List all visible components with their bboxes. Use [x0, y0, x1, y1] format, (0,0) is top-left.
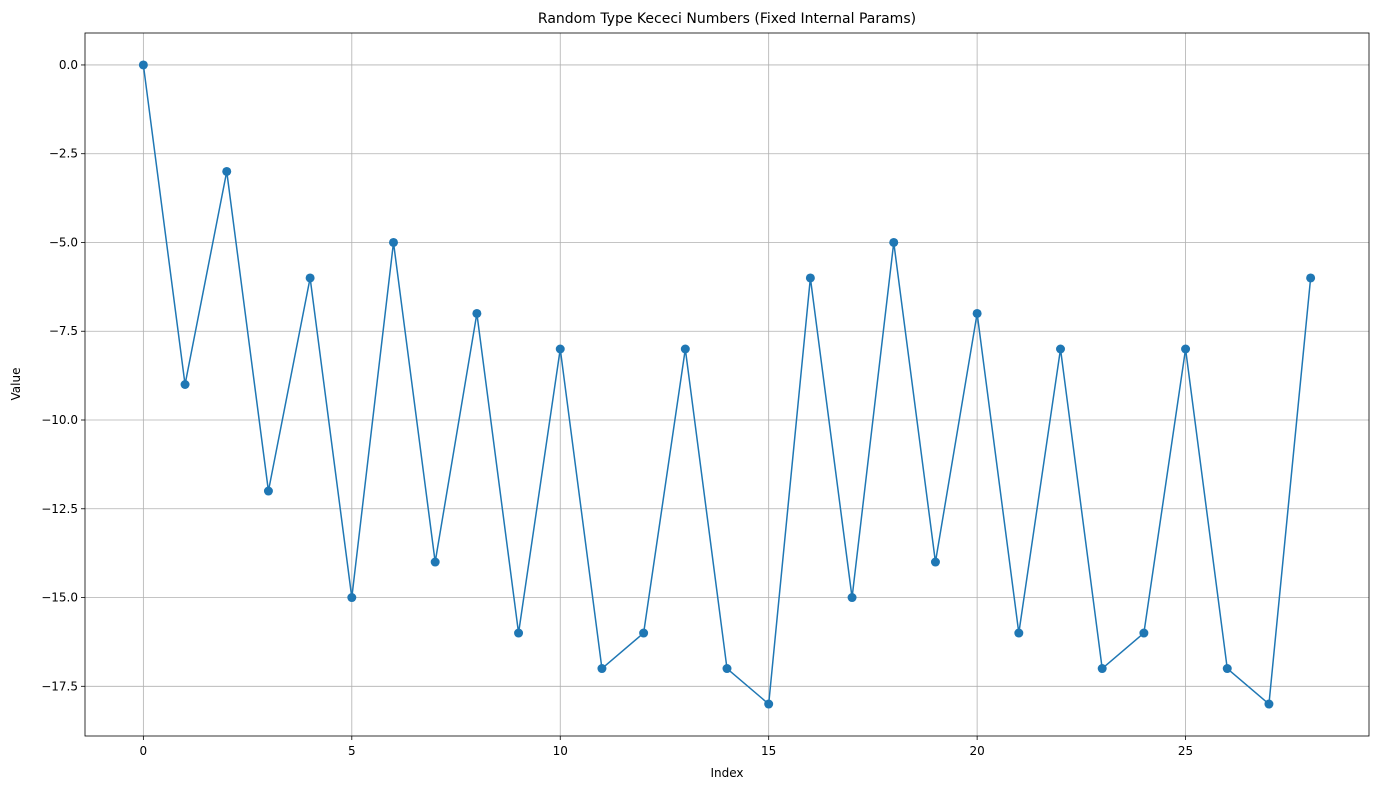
- data-point: [1306, 273, 1316, 283]
- axis-ticks: 0 5 10 15 20 25 0.0 −2.5 −5.0 −7.5 −10.0 −12.5 −15.0…: [41, 58, 1193, 758]
- x-tick-label: 20: [969, 744, 984, 758]
- data-point: [889, 237, 899, 247]
- data-point: [263, 486, 273, 496]
- grid: [85, 33, 1369, 736]
- y-tick-label: −10.0: [41, 413, 78, 427]
- data-point: [597, 664, 607, 674]
- data-point: [764, 699, 774, 709]
- y-tick-label: −5.0: [49, 235, 78, 249]
- y-tick-label: −2.5: [49, 147, 78, 161]
- data-point: [1181, 344, 1191, 354]
- x-tick-label: 5: [348, 744, 356, 758]
- data-point: [847, 593, 857, 603]
- y-tick-label: 0.0: [59, 58, 78, 72]
- data-point: [430, 557, 440, 567]
- y-axis-label: Value: [9, 368, 23, 401]
- data-point: [347, 593, 357, 603]
- data-point: [222, 166, 232, 176]
- x-axis-label: Index: [710, 766, 743, 780]
- x-tick-label: 10: [553, 744, 568, 758]
- data-point: [1264, 699, 1274, 709]
- data-point: [805, 273, 815, 283]
- data-point: [1014, 628, 1024, 638]
- x-tick-label: 25: [1178, 744, 1193, 758]
- plot-area-frame: [84, 32, 1370, 737]
- y-tick-label: −17.5: [41, 679, 78, 693]
- data-point: [930, 557, 940, 567]
- data-point: [722, 664, 732, 674]
- data-point: [1222, 664, 1232, 674]
- data-point: [514, 628, 524, 638]
- data-point: [972, 308, 982, 318]
- data-point: [680, 344, 690, 354]
- x-tick-label: 0: [140, 744, 148, 758]
- data-point: [1097, 664, 1107, 674]
- data-point: [388, 237, 398, 247]
- data-point: [555, 344, 565, 354]
- data-point: [1139, 628, 1149, 638]
- data-series: [138, 60, 1316, 709]
- data-point: [639, 628, 649, 638]
- y-tick-label: −7.5: [49, 324, 78, 338]
- data-point: [180, 380, 190, 389]
- chart-title: Random Type Kececi Numbers (Fixed Intern…: [538, 11, 916, 27]
- data-point: [1056, 344, 1066, 354]
- y-tick-label: −12.5: [41, 502, 78, 516]
- data-point: [305, 273, 315, 283]
- data-point: [472, 308, 482, 318]
- x-tick-label: 15: [761, 744, 776, 758]
- data-point: [138, 60, 148, 70]
- y-tick-label: −15.0: [41, 591, 78, 605]
